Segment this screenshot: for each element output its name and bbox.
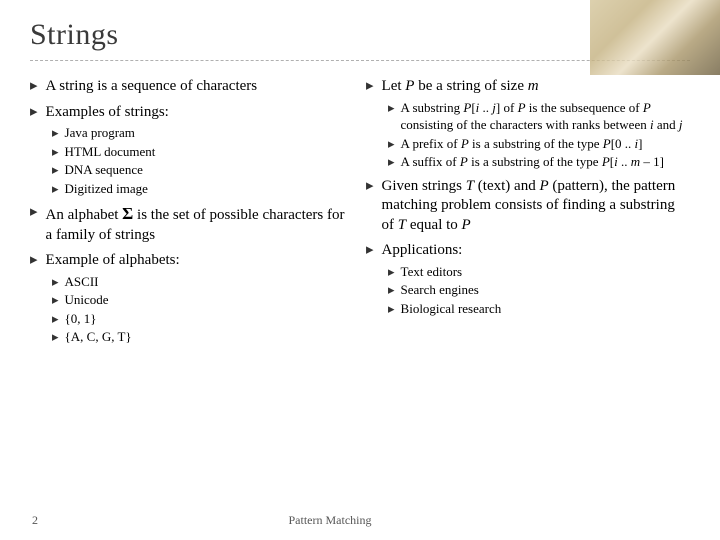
- bullet-marker: ▸: [366, 177, 374, 236]
- bullet-marker: ▸: [30, 251, 38, 271]
- bullet-text: Examples of strings:: [46, 103, 169, 123]
- bullet-marker: ▸: [30, 103, 38, 123]
- sub-bullet-suffix: ▸ A suffix of P is a substring of the ty…: [388, 153, 690, 171]
- bullet-text: An alphabet Σ is the set of possible cha…: [46, 203, 354, 245]
- sub-bullet: ▸{0, 1}: [52, 310, 354, 328]
- sub-bullet: ▸ASCII: [52, 273, 354, 291]
- bullet-text: Given strings T (text) and P (pattern), …: [382, 177, 690, 236]
- slide-footer: 2 Pattern Matching: [0, 513, 720, 528]
- bullet-examples-strings: ▸ Examples of strings:: [30, 103, 354, 123]
- page-number: 2: [32, 513, 38, 528]
- bullet-marker: ▸: [366, 241, 374, 261]
- bullet-pattern-matching: ▸ Given strings T (text) and P (pattern)…: [366, 177, 690, 236]
- sub-bullet: ▸{A, C, G, T}: [52, 328, 354, 346]
- sub-bullet-prefix: ▸ A prefix of P is a substring of the ty…: [388, 135, 690, 153]
- sub-bullet: ▸Biological research: [388, 300, 690, 318]
- sub-bullet: ▸Unicode: [52, 291, 354, 309]
- decorative-corner-image: [590, 0, 720, 75]
- bullet-applications: ▸ Applications:: [366, 241, 690, 261]
- bullet-marker: ▸: [30, 77, 38, 97]
- bullet-text: Applications:: [382, 241, 463, 261]
- bullet-let-p: ▸ Let P be a string of size m: [366, 77, 690, 97]
- bullet-marker: ▸: [366, 77, 374, 97]
- slide: Strings ▸ A string is a sequence of char…: [0, 0, 720, 540]
- bullet-text: Let P be a string of size m: [382, 77, 539, 97]
- bullet-text: Example of alphabets:: [46, 251, 180, 271]
- bullet-string-def: ▸ A string is a sequence of characters: [30, 77, 354, 97]
- sub-bullet: ▸Java program: [52, 124, 354, 142]
- footer-title: Pattern Matching: [0, 513, 720, 528]
- bullet-examples-alphabets: ▸ Example of alphabets:: [30, 251, 354, 271]
- sub-bullet: ▸Digitized image: [52, 180, 354, 198]
- content-columns: ▸ A string is a sequence of characters ▸…: [30, 77, 690, 352]
- sub-bullet-substring: ▸ A substring P[i .. j] of P is the subs…: [388, 99, 690, 134]
- left-column: ▸ A string is a sequence of characters ▸…: [30, 77, 354, 352]
- sub-bullet: ▸Text editors: [388, 263, 690, 281]
- sub-bullet: ▸HTML document: [52, 143, 354, 161]
- sub-bullet: ▸Search engines: [388, 281, 690, 299]
- bullet-alphabet-def: ▸ An alphabet Σ is the set of possible c…: [30, 203, 354, 245]
- right-column: ▸ Let P be a string of size m ▸ A substr…: [366, 77, 690, 352]
- bullet-text: A string is a sequence of characters: [46, 77, 258, 97]
- bullet-marker: ▸: [30, 203, 38, 245]
- sub-bullet: ▸DNA sequence: [52, 161, 354, 179]
